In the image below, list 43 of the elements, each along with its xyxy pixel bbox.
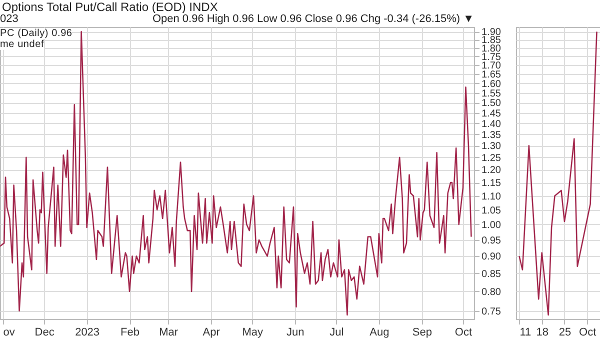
y-tick-label: 0.80 bbox=[482, 287, 502, 298]
x-tick-label: 25 bbox=[558, 326, 572, 338]
y-tick-label: 1.75 bbox=[482, 52, 502, 63]
y-tick-label: 1.00 bbox=[482, 220, 502, 231]
x-tick-label: Apr bbox=[202, 326, 220, 338]
y-tick-label: 1.25 bbox=[482, 152, 502, 164]
x-tick-label: Aug bbox=[370, 326, 390, 338]
chart-title: Options Total Put/Call Ratio (EOD) INDX bbox=[2, 0, 218, 14]
y-tick-label: 1.35 bbox=[482, 130, 502, 141]
x-tick-label: Mar bbox=[159, 326, 178, 338]
x-tick-label: Feb bbox=[120, 326, 140, 338]
x-tick-label: May bbox=[242, 326, 264, 338]
x-tick-label: Dec bbox=[34, 326, 55, 338]
y-tick-label: 0.85 bbox=[482, 268, 502, 280]
y-tick-label: 1.60 bbox=[482, 78, 502, 90]
y-tick-label: 1.10 bbox=[482, 191, 502, 202]
y-tick-label: 1.15 bbox=[482, 178, 502, 190]
annotation: me undef bbox=[0, 39, 44, 50]
y-tick-label: 1.45 bbox=[482, 108, 502, 120]
x-tick-label: 11 bbox=[520, 326, 532, 338]
y-tick-label: 0.90 bbox=[482, 252, 502, 263]
y-tick-label: 1.80 bbox=[482, 43, 502, 54]
y-tick-label: 1.65 bbox=[482, 70, 502, 81]
x-tick-label: Jun bbox=[286, 326, 304, 338]
y-tick-label: 1.30 bbox=[482, 141, 502, 152]
annotation: PC (Daily) 0.96 bbox=[0, 28, 72, 39]
y-tick-label: 1.20 bbox=[482, 165, 502, 176]
x-tick-label: 18 bbox=[536, 326, 548, 338]
x-tick-label: Jul bbox=[330, 326, 344, 338]
text: Open 0.96 High 0.96 Low 0.96 Close 0.96 Chg -0.34 (-26.15%) ▼ bbox=[152, 13, 474, 25]
x-tick-label: Sep bbox=[412, 326, 432, 338]
y-tick-label: 1.05 bbox=[482, 205, 502, 216]
chart-subtitle: 023 bbox=[0, 13, 18, 25]
x-tick-label: ov bbox=[3, 326, 16, 338]
x-tick-label: 2023 bbox=[75, 326, 100, 338]
x-tick-label: Oct bbox=[454, 326, 472, 338]
y-tick-label: 0.95 bbox=[482, 235, 502, 246]
y-tick-label: 0.75 bbox=[482, 306, 502, 318]
y-tick-label: 1.50 bbox=[482, 98, 502, 110]
x-tick-label: Oct bbox=[579, 326, 596, 338]
y-tick-label: 1.70 bbox=[482, 60, 502, 72]
y-tick-label: 1.55 bbox=[482, 88, 502, 100]
y-tick-label: 1.40 bbox=[482, 118, 502, 130]
